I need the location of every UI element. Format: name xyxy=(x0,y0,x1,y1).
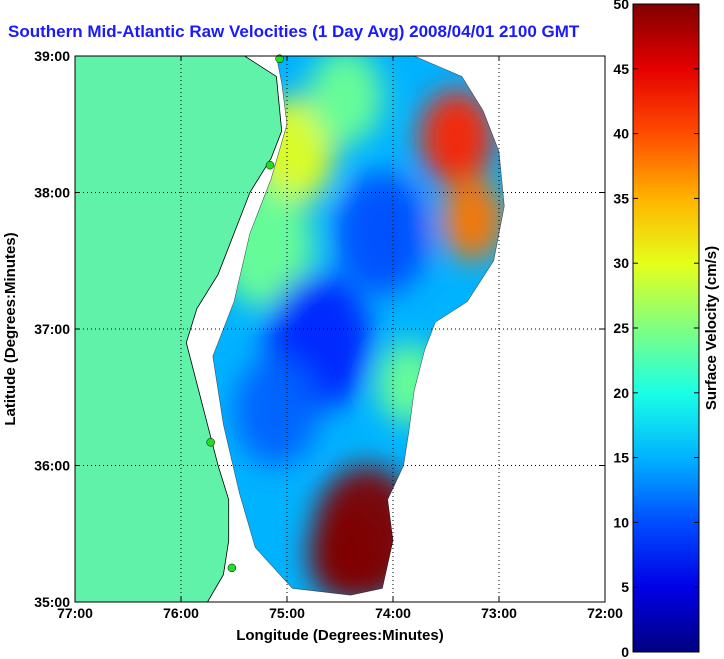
station-marker xyxy=(265,160,275,170)
velocity-blob xyxy=(440,178,505,261)
colorbar-tick-label: 10 xyxy=(613,514,629,530)
velocity-field xyxy=(212,56,505,596)
y-tick-label: 35:00 xyxy=(34,594,70,610)
chart-title: Southern Mid-Atlantic Raw Velocities (1 … xyxy=(8,22,580,41)
velocity-blob xyxy=(308,506,383,596)
velocity-blob xyxy=(419,90,494,186)
x-tick-label: 73:00 xyxy=(481,605,517,621)
coverage-outline xyxy=(212,55,505,596)
colorbar-tick-label: 45 xyxy=(613,61,629,77)
x-tick-label: 74:00 xyxy=(375,605,411,621)
colorbar-tick-label: 50 xyxy=(613,0,629,12)
x-tick-label: 75:00 xyxy=(269,605,305,621)
station-marker xyxy=(206,438,215,447)
x-tick-label: 76:00 xyxy=(163,605,199,621)
colorbar-tick-label: 0 xyxy=(621,644,629,659)
colorbar-tick-label: 20 xyxy=(613,385,629,401)
x-tick-label: 72:00 xyxy=(587,605,623,621)
colorbar-tick-label: 25 xyxy=(613,320,629,336)
y-axis-label: Latitude (Degrees:Minutes) xyxy=(2,232,19,425)
y-tick-label: 37:00 xyxy=(34,321,70,337)
x-tick-label: 77:00 xyxy=(57,605,93,621)
station-marker xyxy=(227,563,237,573)
y-tick-label: 38:00 xyxy=(34,185,70,201)
colorbar-tick-label: 30 xyxy=(613,255,629,271)
y-tick-label: 39:00 xyxy=(34,48,70,64)
land-area xyxy=(74,55,283,603)
colorbar-tick-label: 35 xyxy=(613,190,629,206)
colorbar-tick-label: 40 xyxy=(613,126,629,142)
grid-lines xyxy=(75,56,605,602)
y-tick-label: 36:00 xyxy=(34,458,70,474)
station-marker xyxy=(275,54,284,63)
colorbar xyxy=(632,3,700,653)
velocity-blob xyxy=(334,172,431,295)
colorbar-tick-label: 5 xyxy=(621,579,629,595)
velocity-blob xyxy=(234,356,319,466)
colorbar-label: Surface Velocity (cm/s) xyxy=(703,246,720,410)
velocity-blob xyxy=(308,56,383,145)
x-axis-label: Longitude (Degrees:Minutes) xyxy=(236,627,444,644)
colorbar-tick-label: 15 xyxy=(613,450,629,466)
